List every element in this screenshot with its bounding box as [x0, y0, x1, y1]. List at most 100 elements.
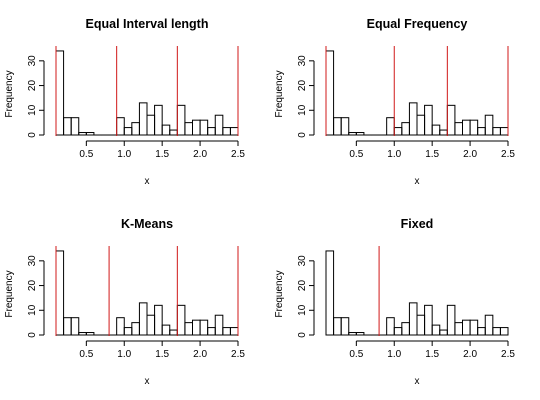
histogram-bar: [192, 119, 201, 136]
y-tick-label: 20: [27, 280, 38, 292]
histogram-bar: [146, 114, 156, 136]
histogram-bar: [446, 104, 456, 136]
histogram-bar: [325, 250, 335, 336]
x-axis-label: x: [415, 176, 420, 187]
histogram-bar: [214, 114, 224, 136]
histogram-bar: [355, 132, 365, 136]
y-tick-label: 30: [27, 55, 38, 67]
histogram-bar: [229, 127, 239, 136]
y-axis-label: Frequency: [4, 270, 15, 317]
histogram-bar: [454, 322, 463, 336]
histogram-bar: [386, 117, 395, 136]
histogram-bar: [424, 104, 433, 136]
histogram-bar: [176, 304, 186, 336]
panel-equal-frequency: Equal Frequency Frequency x 0.5 1.0 1.5 2.0…: [274, 17, 515, 187]
panel-equal-interval: Equal Interval length Frequency x 0.5 1.0…: [4, 17, 245, 187]
x-tick-label: 1.0: [387, 349, 401, 360]
histogram-bar: [154, 304, 163, 336]
y-axis-label: Frequency: [274, 270, 285, 317]
x-tick-label: 2.0: [463, 149, 477, 160]
histogram-bars: [325, 250, 509, 336]
histogram-bar: [333, 117, 342, 136]
x-tick-label: 1.5: [155, 149, 169, 160]
x-tick-label: 2.5: [501, 149, 515, 160]
histogram-bar: [386, 317, 395, 336]
histogram-bar: [63, 317, 72, 336]
histogram-bar: [184, 322, 194, 336]
histogram-bar: [229, 327, 239, 336]
x-tick-label: 2.0: [193, 149, 207, 160]
histogram-bar: [484, 114, 494, 136]
y-tick-label: 10: [297, 304, 308, 316]
chart-title: Equal Interval length: [86, 17, 209, 31]
y-tick-label: 30: [27, 255, 38, 267]
histogram-bar: [222, 327, 231, 336]
histogram-bar: [70, 117, 80, 136]
histogram-bar: [393, 327, 403, 336]
histogram-bar: [401, 122, 410, 136]
x-axis-label: x: [145, 376, 150, 387]
histogram-bar: [431, 124, 441, 136]
histogram-bar: [146, 314, 156, 336]
y-tick-label: 10: [297, 104, 308, 116]
histogram-bar: [477, 327, 486, 336]
x-axis: 0.5 1.0 1.5 2.0 2.5: [349, 140, 515, 160]
y-tick-label: 0: [297, 332, 308, 338]
cut-lines: [55, 46, 239, 136]
panel-k-means: K-Means Frequency x 0.5 1.0 1.5 2.0 2.5 0 10 2…: [4, 217, 245, 387]
histogram-bar: [499, 127, 509, 136]
histogram-bar: [131, 322, 140, 336]
x-axis-label: x: [415, 376, 420, 387]
histogram-bar: [340, 117, 350, 136]
x-tick-label: 1.5: [155, 349, 169, 360]
y-tick-label: 0: [297, 132, 308, 138]
y-axis-label: Frequency: [4, 70, 15, 117]
y-tick-label: 30: [297, 255, 308, 267]
histogram-bar: [55, 50, 65, 136]
histogram-bar: [123, 127, 133, 136]
y-axis: 0 10 20 30: [27, 255, 45, 338]
x-tick-label: 1.0: [117, 149, 131, 160]
histogram-bar: [439, 129, 448, 136]
cut-lines: [325, 46, 509, 136]
histogram-bar: [161, 124, 171, 136]
histogram-bar: [454, 122, 463, 136]
x-axis-label: x: [145, 176, 150, 187]
histogram-bar: [446, 304, 456, 336]
x-tick-label: 2.5: [501, 349, 515, 360]
histogram-bar: [123, 327, 133, 336]
histogram-bars: [55, 50, 239, 136]
histogram-bar: [184, 122, 194, 136]
x-tick-label: 2.0: [193, 349, 207, 360]
histogram-bar: [138, 102, 148, 136]
histogram-bar: [222, 127, 231, 136]
histogram-bar: [116, 117, 125, 136]
histogram-bar: [192, 319, 201, 336]
histogram-bar: [333, 317, 342, 336]
histogram-bar: [340, 317, 350, 336]
histogram-bar: [492, 127, 501, 136]
histogram-bar: [207, 127, 216, 136]
y-axis: 0 10 20 30: [297, 55, 315, 138]
histogram-bar: [424, 304, 433, 336]
y-axis-label: Frequency: [274, 70, 285, 117]
y-tick-label: 0: [27, 332, 38, 338]
cut-lines: [55, 246, 239, 336]
histogram-bar: [169, 329, 178, 336]
histogram-bar: [416, 314, 426, 336]
x-tick-label: 2.5: [231, 149, 245, 160]
x-tick-label: 0.5: [349, 349, 363, 360]
histogram-bar: [131, 122, 140, 136]
y-axis: 0 10 20 30: [297, 255, 315, 338]
histogram-bar: [484, 314, 494, 336]
histogram-bar: [477, 127, 486, 136]
panel-fixed: Fixed Frequency x 0.5 1.0 1.5 2.0 2.5 0 10 20 3…: [274, 217, 515, 387]
histogram-bar: [70, 317, 80, 336]
chart-title: Equal Frequency: [367, 17, 468, 31]
y-tick-label: 10: [27, 104, 38, 116]
y-tick-label: 30: [297, 55, 308, 67]
histogram-bar: [462, 119, 471, 136]
histogram-bar: [462, 319, 471, 336]
x-axis: 0.5 1.0 1.5 2.0 2.5: [79, 340, 245, 360]
x-tick-label: 0.5: [349, 149, 363, 160]
